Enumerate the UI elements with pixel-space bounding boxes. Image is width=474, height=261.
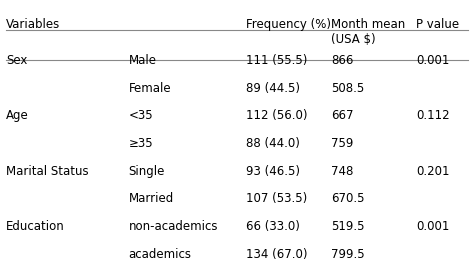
Text: 519.5: 519.5 xyxy=(331,220,365,233)
Text: Male: Male xyxy=(128,54,156,67)
Text: ≥35: ≥35 xyxy=(128,137,153,150)
Text: Single: Single xyxy=(128,165,165,178)
Text: Female: Female xyxy=(128,82,171,95)
Text: 667: 667 xyxy=(331,109,354,122)
Text: <35: <35 xyxy=(128,109,153,122)
Text: 0.001: 0.001 xyxy=(416,220,449,233)
Text: 0.001: 0.001 xyxy=(416,54,449,67)
Text: 0.201: 0.201 xyxy=(416,165,449,178)
Text: Variables: Variables xyxy=(6,18,60,31)
Text: Month mean
(USA $): Month mean (USA $) xyxy=(331,18,405,46)
Text: 508.5: 508.5 xyxy=(331,82,365,95)
Text: 799.5: 799.5 xyxy=(331,248,365,260)
Text: 134 (67.0): 134 (67.0) xyxy=(246,248,308,260)
Text: 670.5: 670.5 xyxy=(331,192,365,205)
Text: 748: 748 xyxy=(331,165,354,178)
Text: 111 (55.5): 111 (55.5) xyxy=(246,54,308,67)
Text: 0.112: 0.112 xyxy=(416,109,450,122)
Text: Frequency (%): Frequency (%) xyxy=(246,18,331,31)
Text: Education: Education xyxy=(6,220,65,233)
Text: Sex: Sex xyxy=(6,54,27,67)
Text: 93 (46.5): 93 (46.5) xyxy=(246,165,301,178)
Text: 89 (44.5): 89 (44.5) xyxy=(246,82,301,95)
Text: Married: Married xyxy=(128,192,174,205)
Text: 88 (44.0): 88 (44.0) xyxy=(246,137,301,150)
Text: 866: 866 xyxy=(331,54,354,67)
Text: 759: 759 xyxy=(331,137,354,150)
Text: 66 (33.0): 66 (33.0) xyxy=(246,220,301,233)
Text: Marital Status: Marital Status xyxy=(6,165,89,178)
Text: P value: P value xyxy=(416,18,459,31)
Text: 112 (56.0): 112 (56.0) xyxy=(246,109,308,122)
Text: Age: Age xyxy=(6,109,29,122)
Text: 107 (53.5): 107 (53.5) xyxy=(246,192,308,205)
Text: academics: academics xyxy=(128,248,191,260)
Text: non-academics: non-academics xyxy=(128,220,218,233)
